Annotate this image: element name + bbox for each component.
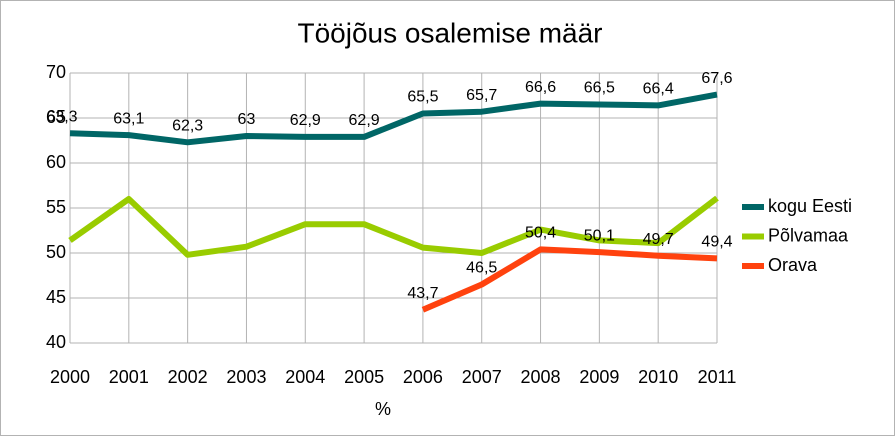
data-label: 43,7 bbox=[407, 285, 438, 302]
data-label: 66,6 bbox=[525, 79, 556, 96]
data-label: 66,4 bbox=[643, 81, 674, 98]
series-line bbox=[69, 91, 718, 146]
data-label: 67,6 bbox=[701, 70, 732, 87]
data-label: 46,5 bbox=[466, 260, 497, 277]
x-tick-label: 2009 bbox=[579, 367, 619, 387]
x-axis-label: % bbox=[375, 399, 391, 419]
legend-swatch bbox=[742, 263, 764, 269]
legend-label: Orava bbox=[768, 255, 818, 275]
y-tick-label: 40 bbox=[46, 332, 66, 352]
x-tick-label: 2011 bbox=[698, 367, 737, 387]
x-tick-label: 2008 bbox=[521, 367, 561, 387]
legend-swatch bbox=[742, 204, 764, 210]
y-tick-label: 70 bbox=[46, 62, 66, 82]
series-line bbox=[68, 195, 719, 258]
x-tick-label: 2007 bbox=[462, 367, 502, 387]
x-tick-label: 2005 bbox=[344, 367, 384, 387]
data-label: 65,7 bbox=[466, 87, 497, 104]
x-tick-label: 2001 bbox=[109, 367, 149, 387]
data-label: 62,3 bbox=[172, 118, 203, 135]
data-label: 66,5 bbox=[584, 80, 615, 97]
legend-swatch bbox=[742, 233, 764, 240]
data-label: 63,1 bbox=[113, 110, 144, 127]
data-label: 65,5 bbox=[407, 89, 438, 106]
data-label: 62,9 bbox=[290, 112, 321, 129]
y-tick-label: 50 bbox=[46, 242, 66, 262]
legend-label: kogu Eesti bbox=[768, 196, 852, 216]
y-tick-label: 60 bbox=[46, 152, 66, 172]
y-tick-label: 45 bbox=[46, 287, 66, 307]
y-tick-label: 55 bbox=[46, 197, 66, 217]
x-tick-label: 2002 bbox=[168, 367, 208, 387]
data-label: 50,1 bbox=[584, 227, 615, 244]
x-tick-label: 2010 bbox=[638, 367, 678, 387]
data-label: 49,4 bbox=[701, 234, 732, 251]
series-line bbox=[421, 246, 718, 313]
data-label: 49,7 bbox=[643, 231, 674, 248]
chart-title: Tööjõus osalemise määr bbox=[297, 17, 602, 48]
x-tick-label: 2000 bbox=[50, 367, 90, 387]
data-label: 50,4 bbox=[525, 225, 556, 242]
x-tick-label: 2006 bbox=[403, 367, 443, 387]
legend-label: Põlvamaa bbox=[768, 225, 849, 245]
data-label: 63,3 bbox=[46, 109, 77, 126]
x-tick-label: 2004 bbox=[285, 367, 325, 387]
x-tick-label: 2003 bbox=[226, 367, 266, 387]
data-label: 62,9 bbox=[349, 112, 380, 129]
y-tick-label: 65 bbox=[46, 107, 66, 127]
data-label: 63 bbox=[238, 111, 256, 128]
